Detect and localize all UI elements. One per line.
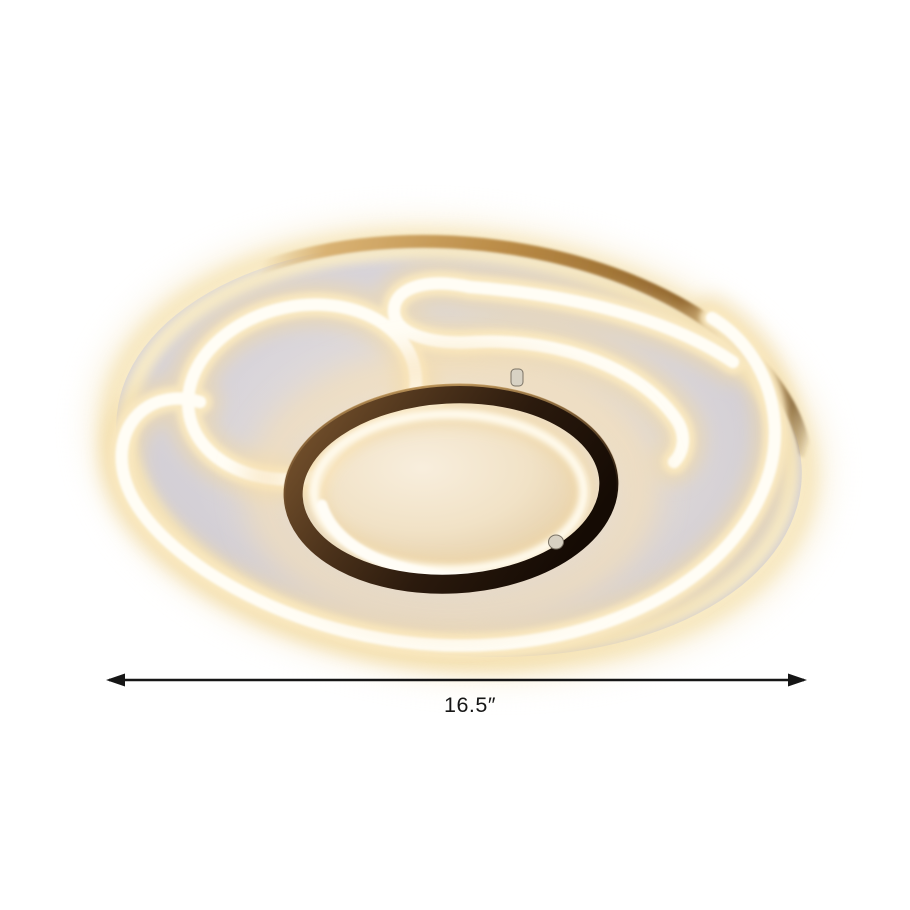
dimension-arrowhead-left — [106, 673, 125, 687]
screw-top — [510, 368, 524, 387]
center-plate — [311, 412, 589, 572]
mount-ring — [282, 383, 620, 595]
inner-led-ring — [309, 409, 589, 575]
mount-ring-band — [283, 384, 619, 594]
dimension-arrowhead-right — [788, 673, 807, 687]
mount-ring-top-highlight — [282, 383, 620, 595]
dimension-annotation: 16.5″ — [106, 673, 807, 717]
ring-halo — [243, 347, 661, 633]
dimension-label: 16.5″ — [444, 693, 496, 717]
screw-right — [548, 534, 564, 550]
